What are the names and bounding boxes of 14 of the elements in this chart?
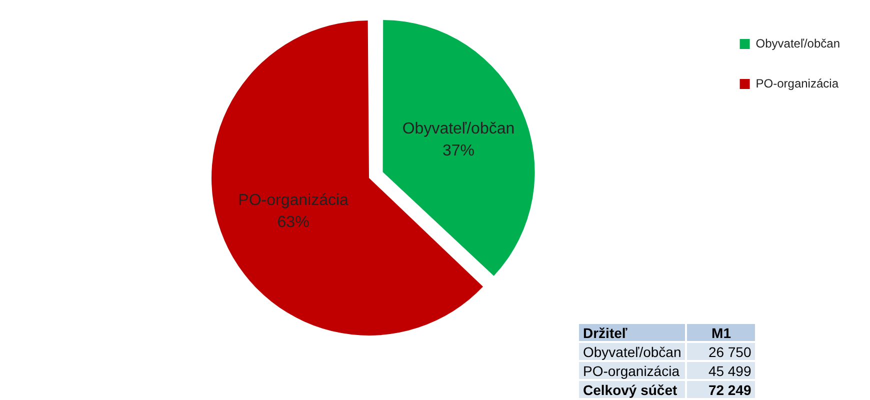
- slice-label: PO-organizácia: [578, 361, 686, 380]
- text: 72 249: [686, 380, 756, 399]
- text: 26 750: [686, 342, 756, 361]
- slice-label: PO-organizácia: [238, 192, 349, 210]
- legend-label: Obyvateľ/občan: [756, 36, 840, 50]
- text: 45 499: [686, 361, 756, 380]
- slice-label: Obyvateľ/občan: [578, 342, 686, 361]
- data-label: 63%: [277, 214, 310, 232]
- text: Držiteľ: [578, 323, 686, 342]
- legend-label: PO-organizácia: [756, 76, 839, 90]
- text: M1: [686, 323, 756, 342]
- data-label: 37%: [442, 142, 475, 160]
- text: Celkový súčet: [578, 380, 686, 399]
- slice-label: Obyvateľ/občan: [402, 120, 515, 138]
